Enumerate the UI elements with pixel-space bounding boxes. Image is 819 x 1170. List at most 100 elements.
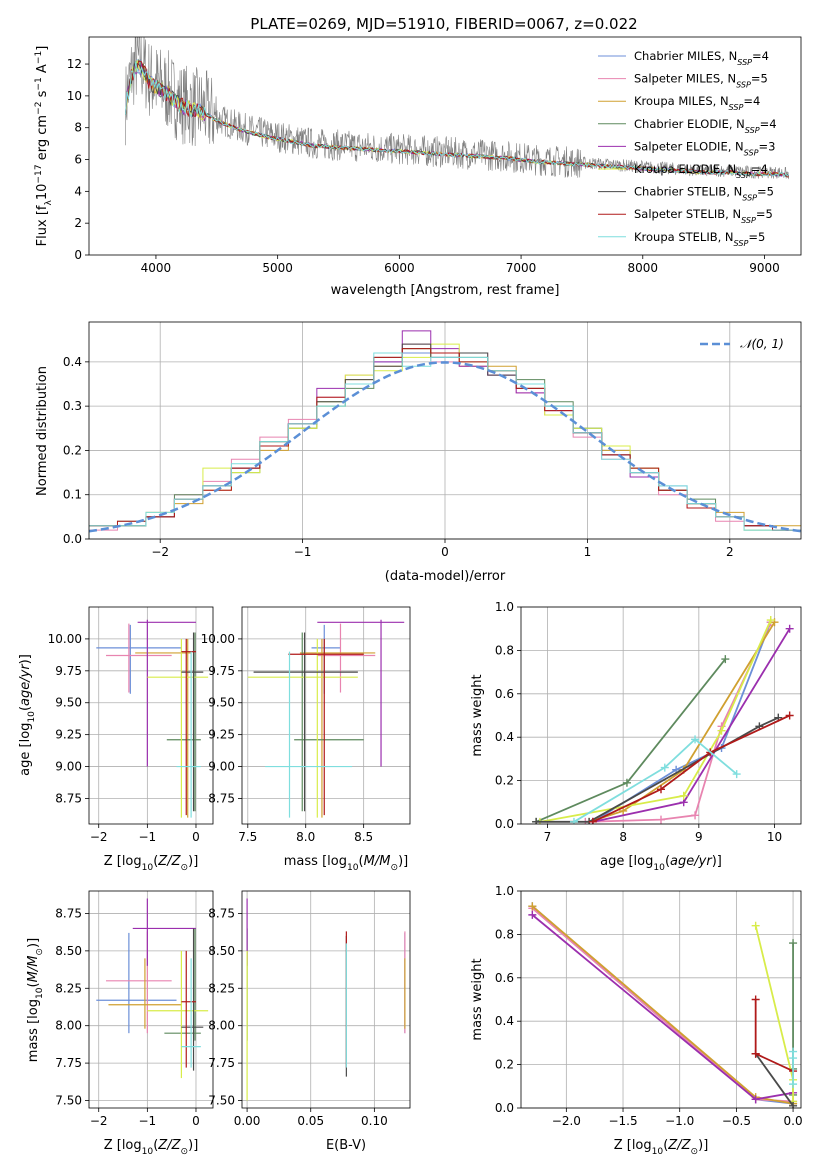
weight-marker xyxy=(569,817,578,824)
plot-area-spectrum xyxy=(125,37,789,180)
x-tick-label: 7.5 xyxy=(238,830,257,844)
x-tick-label: 10 xyxy=(767,830,782,844)
weight-marker xyxy=(532,817,541,824)
y-tick-label: 0.6 xyxy=(495,687,514,701)
x-tick-label: 4000 xyxy=(141,261,172,275)
panels: 4000 5000 6000 7000 8000 9000024681012wavelen… xyxy=(18,36,803,1157)
y-tick-label: 9.75 xyxy=(55,664,82,678)
y-tick-label: 1.0 xyxy=(495,884,514,898)
y-tick-label: 8.75 xyxy=(55,906,82,920)
y-tick-label: 7.50 xyxy=(55,1094,82,1108)
x-tick-label: 0 xyxy=(441,545,449,559)
legend-entry: Kroupa STELIB, NSSP=5 xyxy=(634,230,765,248)
axes-frame xyxy=(88,606,214,825)
plot-area-residuals xyxy=(89,330,801,539)
y-tick-label: 8.00 xyxy=(208,1019,235,1033)
x-tick-label: −2 xyxy=(90,830,108,844)
y-tick-label: 8.25 xyxy=(208,981,235,995)
x-tick-label: 0.05 xyxy=(297,1114,324,1128)
y-tick-label: 10 xyxy=(67,89,82,103)
axes-frame xyxy=(88,890,214,1109)
y-tick-label: 0.6 xyxy=(495,971,514,985)
x-axis-label: Z [log10(Z/Z⊙)] xyxy=(104,1138,199,1157)
y-tick-label: 9.50 xyxy=(55,696,82,710)
y-tick-label: 0.0 xyxy=(495,817,514,831)
weight-marker xyxy=(717,726,726,735)
y-tick-label: 8.75 xyxy=(208,791,235,805)
y-tick-label: 7.50 xyxy=(208,1094,235,1108)
plot-area-weight_vs_Z xyxy=(528,902,798,1108)
weight-line-salpeter-miles xyxy=(531,907,794,1103)
weight-marker xyxy=(785,624,794,633)
x-tick-label: 5000 xyxy=(262,261,293,275)
y-axis-label: age [log10(age/yr)] xyxy=(18,654,37,776)
x-tick-label: 1 xyxy=(584,545,592,559)
y-tick-label: 8.75 xyxy=(208,906,235,920)
weight-line-kroupa-miles xyxy=(588,621,776,823)
panel-age_vs_mass: 7.5 8.0 8.5 8.75 9.00 9.25 9.50 9.75 10.00 mass [… xyxy=(201,606,411,873)
y-tick-label: 8 xyxy=(74,121,82,135)
weight-marker xyxy=(691,811,700,820)
weight-marker xyxy=(691,735,700,744)
y-tick-label: 6 xyxy=(74,153,82,167)
y-tick-label: 10.00 xyxy=(201,632,235,646)
weight-marker xyxy=(732,770,741,779)
weight-marker xyxy=(751,1049,760,1058)
x-tick-label: −1 xyxy=(294,545,312,559)
x-axis-label: wavelength [Angstrom, rest frame] xyxy=(331,283,560,298)
y-tick-label: 9.25 xyxy=(208,728,235,742)
axes-frame xyxy=(88,36,802,256)
x-tick-label: 0.0 xyxy=(784,1114,803,1128)
x-axis-label: E(B-V) xyxy=(326,1138,366,1153)
x-tick-label: 0 xyxy=(192,830,200,844)
legend: Chabrier MILES, NSSP=4 Salpeter MILES, NS… xyxy=(598,49,777,247)
y-tick-label: 4 xyxy=(74,184,82,198)
weight-marker xyxy=(588,817,597,824)
weight-marker xyxy=(766,616,775,625)
axes-frame xyxy=(520,606,802,825)
weight-marker xyxy=(751,921,760,930)
x-tick-label: −1.5 xyxy=(608,1114,637,1128)
x-axis-label: mass [log10(M/M⊙)] xyxy=(284,854,408,873)
plot-area-age_vs_mass xyxy=(247,619,405,818)
y-tick-label: 8.50 xyxy=(208,944,235,958)
y-tick-label: 0.2 xyxy=(495,1058,514,1072)
weight-line-chabrier-miles xyxy=(531,905,794,1105)
weight-marker xyxy=(679,791,688,800)
panel-age_vs_Z: −2 −1 0 8.75 9.00 9.25 9.50 9.75 10.00 Z [log10(Z… xyxy=(18,606,214,873)
weight-marker xyxy=(789,1080,798,1089)
model-line-kroupa-stelib xyxy=(125,61,789,178)
panel-spectrum: 4000 5000 6000 7000 8000 9000 0 2 4 6 8 10 12 wavelen… xyxy=(34,36,802,298)
weight-marker xyxy=(789,1101,798,1108)
normal-curve-line xyxy=(89,361,801,533)
y-tick-label: 9.00 xyxy=(55,760,82,774)
y-tick-label: 0.4 xyxy=(495,730,514,744)
y-tick-label: 7.75 xyxy=(208,1056,235,1070)
weight-marker xyxy=(528,910,537,919)
x-tick-label: 7 xyxy=(544,830,552,844)
y-tick-label: 0.2 xyxy=(495,774,514,788)
axes-frame xyxy=(241,606,411,825)
y-tick-label: 0.8 xyxy=(495,927,514,941)
weight-line-kroupa-miles xyxy=(531,905,794,1105)
y-tick-label: 9.50 xyxy=(208,696,235,710)
y-tick-label: 7.75 xyxy=(55,1056,82,1070)
weight-line-kroupa-elodie xyxy=(754,925,794,1102)
x-tick-label: −2 xyxy=(90,1114,108,1128)
y-tick-label: 1.0 xyxy=(495,600,514,614)
y-axis-label: mass weight xyxy=(470,674,485,756)
legend-entry: Chabrier ELODIE, NSSP=4 xyxy=(634,117,777,135)
y-tick-label: 12 xyxy=(67,57,82,71)
x-tick-label: 8.0 xyxy=(296,830,315,844)
x-tick-label: 8000 xyxy=(628,261,659,275)
y-tick-label: 0.8 xyxy=(495,643,514,657)
y-axis-label: Normed distribution xyxy=(35,366,50,496)
legend-entry: Salpeter MILES, NSSP=5 xyxy=(634,72,768,90)
weight-marker xyxy=(751,995,760,1004)
weight-line-chabrier-stelib xyxy=(754,1053,794,1107)
panel-residuals: −2 −1 0 1 2 0.0 0.1 0.2 0.3 0.4 (data-model)/error… xyxy=(35,321,802,584)
plot-area-mass_vs_EBV xyxy=(246,898,406,1101)
legend-entry: 𝒩(0, 1) xyxy=(740,337,784,351)
x-axis-label: (data-model)/error xyxy=(385,569,506,584)
